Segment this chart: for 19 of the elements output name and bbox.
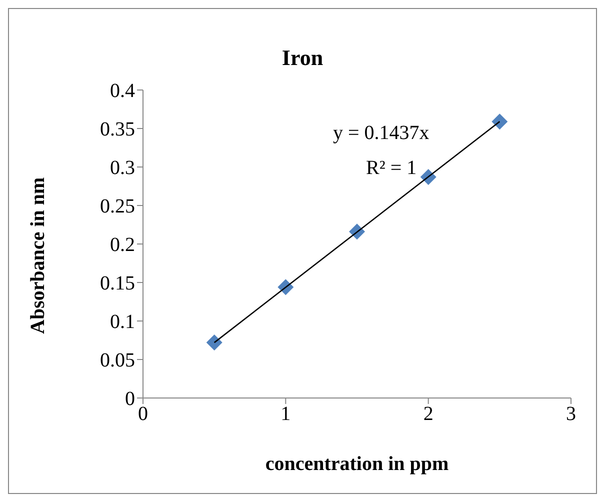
y-tick-label: 0.25	[100, 196, 135, 218]
y-tick-label: 0.2	[110, 234, 135, 256]
y-tick-label: 0.05	[100, 350, 135, 372]
y-axis-title: Absorbance in nm	[27, 176, 50, 334]
y-tick-label: 0.4	[110, 80, 135, 102]
x-tick-label: 1	[280, 403, 291, 426]
x-axis-title: concentration in ppm	[265, 453, 450, 475]
annotation: R² = 1	[366, 157, 417, 180]
point	[492, 114, 508, 130]
x-tick-label: 2	[423, 403, 434, 426]
point	[206, 334, 222, 351]
y-tick-label: 0.35	[100, 118, 135, 141]
y-tick-label: 0.3	[110, 157, 135, 180]
y-tick-label: 0	[125, 388, 135, 410]
y-tick-label: 0.15	[100, 272, 135, 295]
annotation: y = 0.1437x	[333, 122, 430, 145]
y-tick-label: 0.1	[110, 311, 135, 334]
chart-title: Iron	[280, 45, 324, 71]
x-tick-label: 3	[566, 403, 576, 426]
